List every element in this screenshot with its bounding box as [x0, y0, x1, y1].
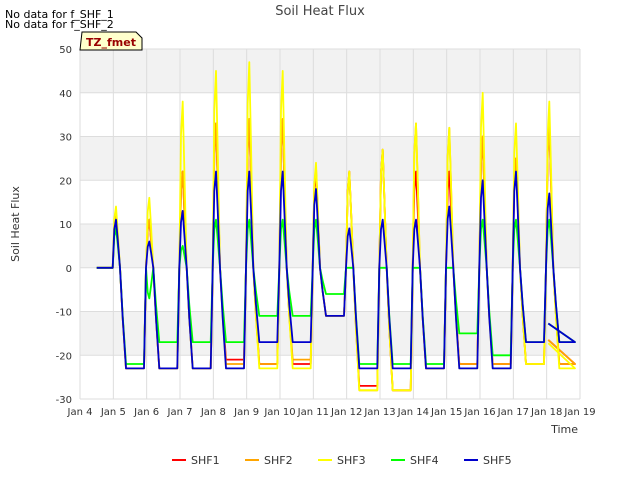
y-tick-label: 0	[66, 264, 72, 275]
x-axis-label: Time	[550, 423, 578, 436]
chart-title: Soil Heat Flux	[275, 4, 365, 19]
legend-label-shf2: SHF2	[264, 454, 293, 467]
y-tick-label: 20	[59, 176, 72, 187]
y-tick-labels: -30 -20 -10 0 10 20 30 40 50	[56, 45, 72, 406]
no-data-note-1: No data for f_SHF_1	[5, 8, 114, 21]
legend-label-shf1: SHF1	[191, 454, 220, 467]
y-tick-label: -30	[56, 395, 72, 406]
x-tick-label: Jan 17	[497, 407, 529, 418]
series-lines	[96, 61, 576, 392]
site-badge-label: TZ_fmet	[86, 36, 136, 49]
x-tick-label: Jan 7	[167, 407, 193, 418]
x-tick-label: Jan 10	[263, 407, 295, 418]
x-tick-label: Jan 16	[463, 407, 495, 418]
x-tick-label: Jan 19	[563, 407, 595, 418]
legend: SHF1 SHF2 SHF3 SHF4 SHF5	[172, 454, 512, 467]
plot-band	[80, 224, 580, 268]
y-tick-label: 40	[59, 89, 72, 100]
x-tick-label: Jan 4	[67, 407, 93, 418]
x-tick-label: Jan 18	[530, 407, 562, 418]
x-tick-label: Jan 12	[330, 407, 362, 418]
plot-band	[80, 311, 580, 356]
no-data-note-2: No data for f_SHF_2	[5, 18, 114, 31]
x-tick-label: Jan 5	[100, 407, 126, 418]
x-tick-label: Jan 11	[297, 407, 329, 418]
x-tick-label: Jan 8	[200, 407, 226, 418]
x-tick-labels: Jan 4 Jan 5 Jan 6 Jan 7 Jan 8 Jan 9 Jan 10 Jan …	[67, 407, 596, 418]
series-line-shf5	[96, 170, 576, 370]
x-tick-label: Jan 15	[430, 407, 462, 418]
plot-bands	[80, 49, 580, 356]
y-tick-label: -10	[56, 308, 72, 319]
plot-band	[80, 49, 580, 93]
y-tick-label: -20	[56, 351, 72, 362]
legend-label-shf5: SHF5	[483, 454, 512, 467]
x-tick-label: Jan 13	[363, 407, 395, 418]
y-tick-label: 30	[59, 133, 72, 144]
y-tick-label: 50	[59, 45, 72, 56]
y-axis-label: Soil Heat Flux	[9, 186, 22, 262]
x-tick-label: Jan 6	[133, 407, 159, 418]
y-tick-label: 10	[59, 220, 72, 231]
site-badge: TZ_fmet	[79, 31, 143, 51]
x-tick-label: Jan 14	[397, 407, 429, 418]
legend-label-shf4: SHF4	[410, 454, 439, 467]
legend-label-shf3: SHF3	[337, 454, 366, 467]
x-tick-label: Jan 9	[233, 407, 259, 418]
plot-band	[80, 136, 580, 181]
